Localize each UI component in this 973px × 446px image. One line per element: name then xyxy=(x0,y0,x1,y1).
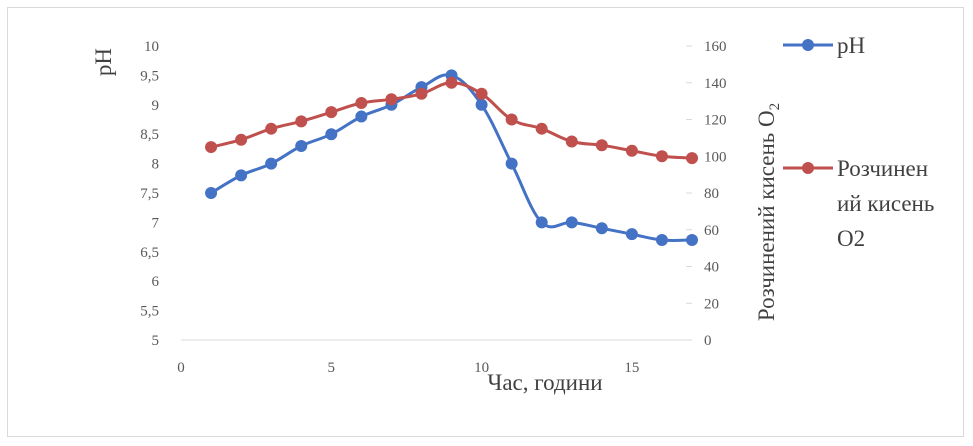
data-point-ph xyxy=(505,157,518,170)
right-y-tick-label: 60 xyxy=(704,223,719,239)
right-y-tick-label: 40 xyxy=(704,260,719,276)
data-point-ph xyxy=(325,128,338,141)
data-point-oxygen xyxy=(205,141,218,154)
left-y-tick-label: 6 xyxy=(152,274,160,290)
data-point-ph xyxy=(535,216,548,229)
data-point-ph xyxy=(235,169,248,182)
right-y-tick-label: 120 xyxy=(704,113,727,129)
data-point-ph xyxy=(475,98,488,111)
series-line-oxygen xyxy=(209,81,694,160)
data-point-oxygen xyxy=(295,115,308,128)
data-point-oxygen xyxy=(235,133,248,146)
left-y-tick-label: 8 xyxy=(152,157,160,173)
data-point-oxygen xyxy=(355,96,368,109)
right-y-tick-label: 100 xyxy=(704,149,727,165)
data-point-oxygen xyxy=(505,113,518,126)
data-point-ph xyxy=(686,234,698,247)
data-point-oxygen xyxy=(445,76,458,89)
data-point-ph xyxy=(625,228,638,241)
right-y-tick-label: 160 xyxy=(704,39,727,55)
data-point-ph xyxy=(655,234,668,247)
right-y-tick-label: 80 xyxy=(704,186,719,202)
left-y-tick-label: 10 xyxy=(144,39,159,55)
y-axis-title-left: pH xyxy=(91,48,116,76)
data-point-oxygen xyxy=(655,150,668,163)
data-point-oxygen xyxy=(595,139,608,152)
left-y-tick-label: 5 xyxy=(152,333,160,349)
x-tick-label: 5 xyxy=(328,360,336,376)
data-point-oxygen xyxy=(475,87,488,100)
left-y-tick-labels: 5 5,5 6 6,5 7 7,5 8 8,5 9 9,5 10 xyxy=(140,39,159,349)
legend-label-oxygen: ий кисень xyxy=(837,191,934,216)
x-tick-label: 0 xyxy=(177,360,185,376)
right-y-tick-label: 0 xyxy=(704,333,712,349)
data-point-ph xyxy=(265,157,278,170)
data-point-ph xyxy=(565,216,578,229)
right-y-tick-labels: 0 20 40 60 80 100 120 140 160 xyxy=(704,39,727,349)
data-point-ph xyxy=(595,222,608,235)
legend-marker-oxygen xyxy=(802,162,814,174)
data-point-oxygen xyxy=(625,144,638,157)
x-tick-label: 10 xyxy=(474,360,489,376)
legend-label-oxygen: O2 xyxy=(837,226,865,251)
chart-frame xyxy=(7,7,964,437)
data-point-oxygen xyxy=(686,152,698,165)
data-point-ph xyxy=(355,110,368,123)
data-point-oxygen xyxy=(325,106,338,119)
data-point-oxygen xyxy=(535,122,548,135)
left-y-tick-label: 9,5 xyxy=(140,68,159,84)
left-y-tick-label: 7 xyxy=(152,215,160,231)
right-y-tick-label: 140 xyxy=(704,76,727,92)
data-point-oxygen xyxy=(565,135,578,148)
left-y-tick-label: 6,5 xyxy=(140,245,159,261)
left-y-tick-label: 9 xyxy=(152,98,160,114)
y-axis-title-right-subscript: 2 xyxy=(767,103,783,111)
legend: pH Розчинен ий кисень O2 xyxy=(783,33,934,251)
right-y-tick-label: 20 xyxy=(704,296,719,312)
data-point-ph xyxy=(295,139,308,152)
data-point-ph xyxy=(205,187,218,199)
right-y-tick-marks xyxy=(686,45,692,341)
x-axis-title: Час, години xyxy=(487,370,602,395)
legend-marker-ph xyxy=(802,39,814,51)
data-point-oxygen xyxy=(265,122,278,135)
data-point-oxygen xyxy=(385,93,398,106)
x-tick-labels: 0 5 10 15 xyxy=(177,360,639,376)
left-y-tick-label: 8,5 xyxy=(140,127,159,143)
data-point-oxygen xyxy=(415,87,428,100)
legend-label-oxygen: Розчинен xyxy=(837,156,928,181)
left-y-tick-label: 7,5 xyxy=(140,186,159,202)
x-tick-label: 15 xyxy=(624,360,639,376)
y-axis-title-right-main: Розчинений кисень O xyxy=(754,110,779,321)
series-layer xyxy=(205,69,698,247)
series-line-ph xyxy=(209,73,694,242)
legend-label-ph: pH xyxy=(837,33,865,58)
left-y-tick-label: 5,5 xyxy=(140,304,159,320)
y-axis-title-right: Розчинений кисень O2 xyxy=(754,103,783,321)
